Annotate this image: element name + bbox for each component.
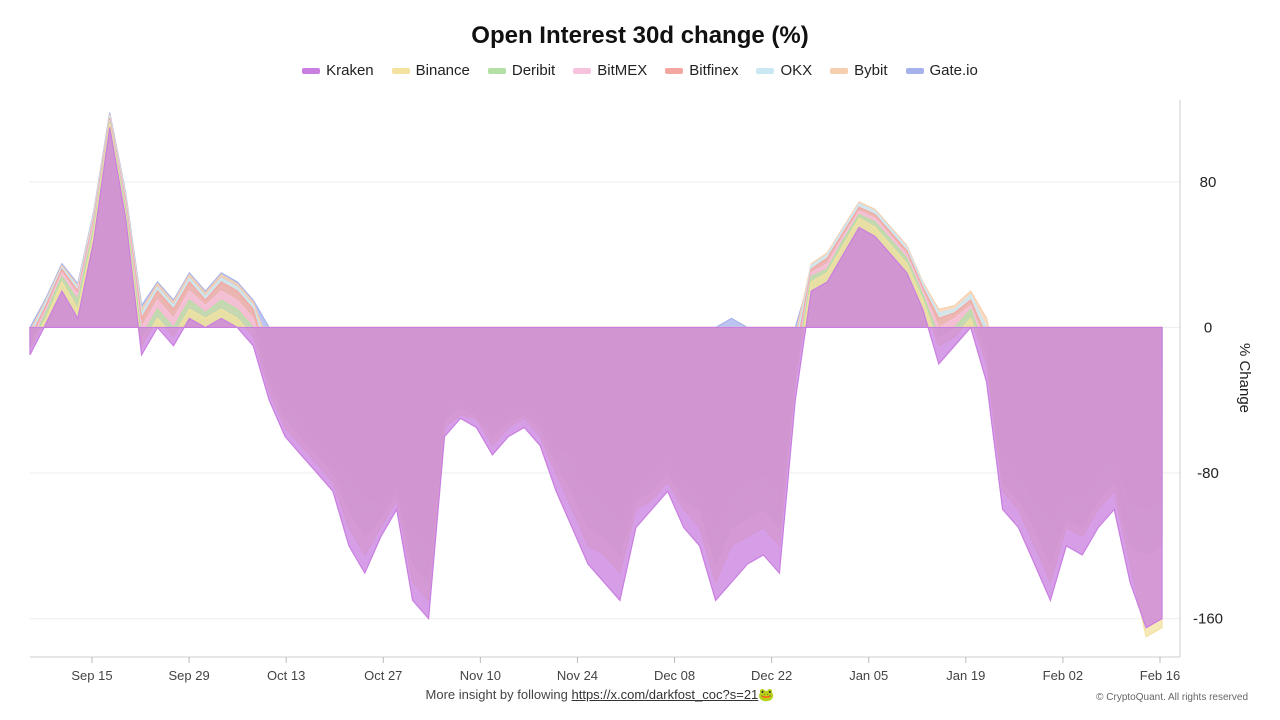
legend-label: Bybit — [854, 62, 888, 79]
legend-label: Binance — [415, 62, 470, 79]
x-tick-label: Oct 27 — [364, 668, 402, 683]
legend-swatch — [487, 67, 506, 74]
legend-swatch — [302, 67, 321, 74]
copyright: © CryptoQuant. All rights reserved — [1096, 692, 1248, 703]
y-tick-label: 80 — [1200, 174, 1217, 191]
legend-swatch — [830, 67, 849, 74]
legend-item-gate-io[interactable]: Gate.io — [905, 62, 978, 79]
x-tick-label: Oct 13 — [267, 668, 305, 683]
legend-item-deribit[interactable]: Deribit — [487, 62, 556, 79]
x-tick-label: Sep 29 — [168, 668, 209, 683]
x-tick-label: Nov 24 — [557, 668, 598, 683]
y-axis-label: % Change — [1236, 343, 1253, 413]
legend-label: OKX — [780, 62, 813, 79]
chart-legend: Kraken Binance Deribit BitMEX Bitfinex OKX Byb… — [0, 62, 1280, 79]
x-tick-label: Dec 22 — [751, 668, 792, 683]
y-tick-label: -160 — [1193, 611, 1223, 628]
area-kraken[interactable] — [29, 127, 1163, 629]
legend-label: Deribit — [511, 62, 556, 79]
footer-link[interactable]: https://x.com/darkfost_coc?s=21 — [571, 687, 759, 702]
footer-text: More insight by following — [425, 687, 568, 702]
frog-icon: 🐸 — [758, 687, 775, 702]
legend-item-binance[interactable]: Binance — [391, 62, 470, 79]
chart-title: Open Interest 30d change (%) — [471, 22, 809, 49]
legend-label: Bitfinex — [689, 62, 739, 79]
legend-swatch — [756, 67, 775, 74]
x-tick-label: Feb 02 — [1043, 668, 1083, 683]
x-tick-label: Dec 08 — [654, 668, 695, 683]
legend-item-okx[interactable]: OKX — [756, 62, 812, 79]
footer: More insight by following https://x.com/… — [0, 687, 1200, 703]
legend-item-bitmex[interactable]: BitMEX — [573, 62, 647, 79]
legend-label: Gate.io — [929, 62, 978, 79]
legend-item-kraken[interactable]: Kraken — [302, 62, 374, 79]
x-tick-label: Jan 19 — [946, 668, 985, 683]
x-tick-label: Jan 05 — [849, 668, 888, 683]
legend-item-bitfinex[interactable]: Bitfinex — [665, 62, 738, 79]
y-tick-label: 0 — [1204, 319, 1212, 336]
legend-label: Kraken — [326, 62, 374, 79]
legend-swatch — [905, 67, 924, 74]
legend-swatch — [665, 67, 684, 74]
legend-label: BitMEX — [597, 62, 648, 79]
x-tick-label: Feb 16 — [1140, 668, 1180, 683]
legend-swatch — [573, 67, 592, 74]
y-tick-label: -80 — [1197, 465, 1219, 482]
legend-swatch — [391, 67, 410, 74]
x-tick-label: Nov 10 — [460, 668, 501, 683]
legend-item-bybit[interactable]: Bybit — [830, 62, 888, 79]
x-tick-label: Sep 15 — [71, 668, 112, 683]
